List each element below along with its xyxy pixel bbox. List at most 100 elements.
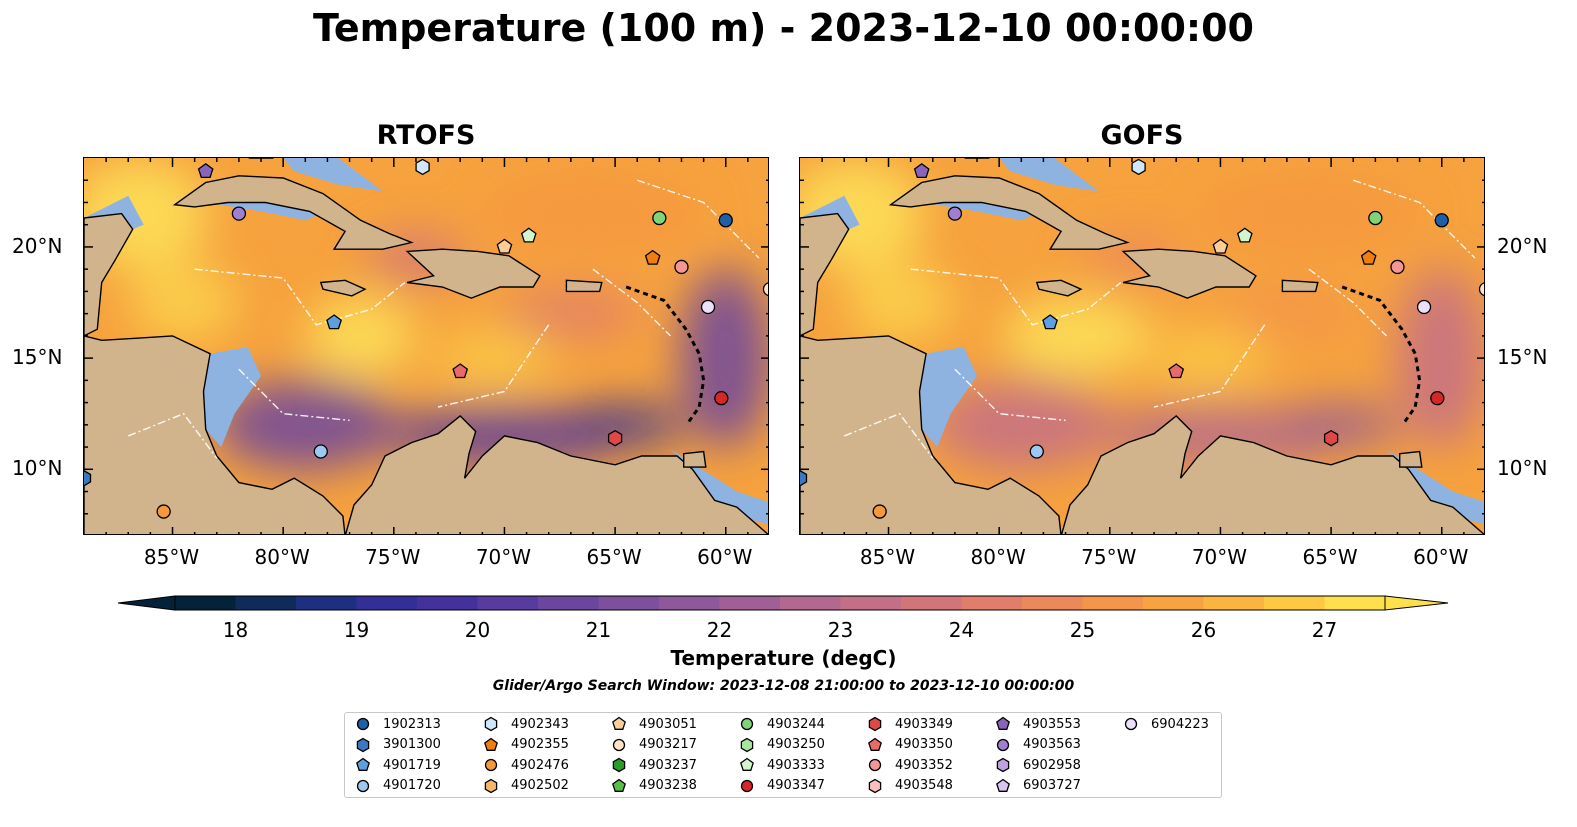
float-marker-4903352[interactable] — [674, 259, 689, 275]
float-marker-4901719[interactable] — [326, 314, 342, 330]
legend-item[interactable]: 4903347 — [739, 777, 825, 795]
float-marker-4902355[interactable] — [644, 249, 661, 265]
legend-item[interactable]: 6904223 — [1123, 715, 1209, 733]
legend-item[interactable]: 4903250 — [739, 736, 825, 754]
legend-item[interactable]: 4903333 — [739, 756, 825, 774]
float-marker-4903349[interactable] — [607, 429, 623, 447]
legend-marker[interactable] — [868, 758, 882, 772]
float-marker-3901300[interactable] — [800, 469, 808, 487]
float-marker-4903350[interactable] — [1168, 363, 1185, 379]
float-marker-4903350[interactable] — [452, 363, 469, 379]
float-marker-4902343[interactable] — [415, 158, 430, 176]
legend-item[interactable]: 3901300 — [355, 736, 441, 754]
legend-marker[interactable] — [484, 758, 498, 772]
legend-marker[interactable] — [868, 716, 882, 732]
float-marker-6904223[interactable] — [1416, 299, 1432, 315]
float-marker-4903563[interactable] — [231, 206, 247, 221]
land-trinidad — [683, 450, 707, 468]
float-marker-4901720[interactable] — [1029, 444, 1044, 459]
legend-marker[interactable] — [1124, 717, 1138, 731]
figure-title: Temperature (100 m) - 2023-12-10 00:00:0… — [312, 6, 1254, 50]
legend-marker-icon — [996, 738, 1010, 751]
legend-item[interactable]: 4903350 — [867, 736, 953, 754]
legend-item[interactable]: 4901719 — [355, 756, 441, 774]
legend-item[interactable]: 4902476 — [483, 756, 569, 774]
legend-marker[interactable] — [996, 757, 1010, 773]
legend-item[interactable]: 4902355 — [483, 736, 569, 754]
legend-marker[interactable] — [740, 717, 754, 731]
legend-marker[interactable] — [740, 737, 754, 752]
float-marker-4901720[interactable] — [313, 444, 328, 459]
float-marker-4902476[interactable] — [156, 504, 171, 519]
colorbar-segment — [417, 596, 478, 610]
float-marker-4903553[interactable] — [913, 162, 930, 179]
legend-item[interactable]: 4903553 — [995, 715, 1081, 733]
legend-item[interactable]: 4903238 — [611, 777, 697, 795]
x-tick-label: 85°W — [143, 545, 200, 569]
float-marker-4902355[interactable] — [1360, 249, 1377, 265]
colorbar-segment — [1324, 596, 1386, 610]
float-marker-4902476[interactable] — [872, 504, 887, 519]
legend-marker[interactable] — [356, 757, 370, 771]
legend-marker[interactable] — [484, 716, 498, 732]
float-marker-1902313[interactable] — [718, 213, 733, 228]
legend-marker[interactable] — [356, 737, 370, 752]
legend-marker[interactable] — [740, 757, 754, 771]
legend-marker[interactable] — [868, 778, 882, 793]
float-marker-4903349[interactable] — [1323, 429, 1339, 447]
float-marker-4901719[interactable] — [1042, 314, 1058, 330]
float-marker-4903217[interactable] — [1478, 282, 1486, 297]
legend-item[interactable]: 6902958 — [995, 756, 1081, 774]
float-marker-4903217[interactable] — [762, 282, 770, 297]
float-marker-4903347[interactable] — [1430, 390, 1445, 406]
legend-item[interactable]: 4903548 — [867, 777, 953, 795]
float-marker-4903333[interactable] — [1236, 227, 1253, 243]
legend-marker[interactable] — [356, 779, 370, 792]
legend-item[interactable]: 4903051 — [611, 715, 697, 733]
legend-item[interactable]: 4903349 — [867, 715, 953, 733]
legend-item[interactable]: 4903244 — [739, 715, 825, 733]
float-marker-4903553[interactable] — [197, 162, 214, 179]
y-tick-label: 20°N — [1497, 233, 1548, 258]
legend-marker[interactable] — [740, 779, 754, 792]
legend-item[interactable]: 4903217 — [611, 736, 697, 754]
legend-marker[interactable] — [996, 778, 1010, 792]
colorbar-segment — [477, 596, 539, 610]
legend-marker[interactable] — [612, 716, 626, 730]
legend-item[interactable]: 4903352 — [867, 756, 953, 774]
legend-marker[interactable] — [484, 778, 498, 793]
float-marker-4903347[interactable] — [714, 390, 729, 406]
legend-marker[interactable] — [996, 716, 1010, 730]
legend-marker[interactable] — [996, 738, 1010, 751]
legend-item[interactable]: 4903237 — [611, 756, 697, 774]
float-marker-4903563[interactable] — [947, 206, 963, 221]
legend-item[interactable]: 4901720 — [355, 777, 441, 795]
legend-marker[interactable] — [612, 757, 626, 773]
legend-item[interactable]: 4903563 — [995, 736, 1081, 754]
legend-marker[interactable] — [612, 738, 626, 751]
legend-marker[interactable] — [612, 778, 626, 792]
legend-item[interactable]: 4902343 — [483, 715, 569, 733]
legend-marker[interactable] — [356, 717, 370, 731]
map-panel-rtofs[interactable] — [83, 157, 769, 535]
colorbar-segment — [356, 596, 418, 610]
float-marker-4903051[interactable] — [1212, 238, 1229, 254]
float-marker-4902343[interactable] — [1131, 158, 1146, 176]
float-marker-6904223[interactable] — [700, 299, 716, 315]
float-marker-4903244[interactable] — [652, 210, 667, 226]
float-marker-3901300[interactable] — [84, 469, 92, 487]
shelf-bahamas-bank — [999, 158, 1099, 192]
float-marker-1902313[interactable] — [1434, 213, 1449, 228]
float-marker-4903333[interactable] — [520, 227, 537, 243]
legend-marker[interactable] — [484, 737, 498, 751]
land-yucatan — [800, 212, 850, 337]
float-marker-4903352[interactable] — [1390, 259, 1405, 275]
legend-item[interactable]: 6903727 — [995, 777, 1081, 795]
legend-marker[interactable] — [868, 737, 882, 751]
float-marker-4903244[interactable] — [1368, 210, 1383, 226]
map-canvas-gofs — [800, 158, 1486, 534]
legend-item[interactable]: 4902502 — [483, 777, 569, 795]
float-marker-4903051[interactable] — [496, 238, 513, 254]
legend-item[interactable]: 1902313 — [355, 715, 441, 733]
map-panel-gofs[interactable] — [799, 157, 1485, 535]
